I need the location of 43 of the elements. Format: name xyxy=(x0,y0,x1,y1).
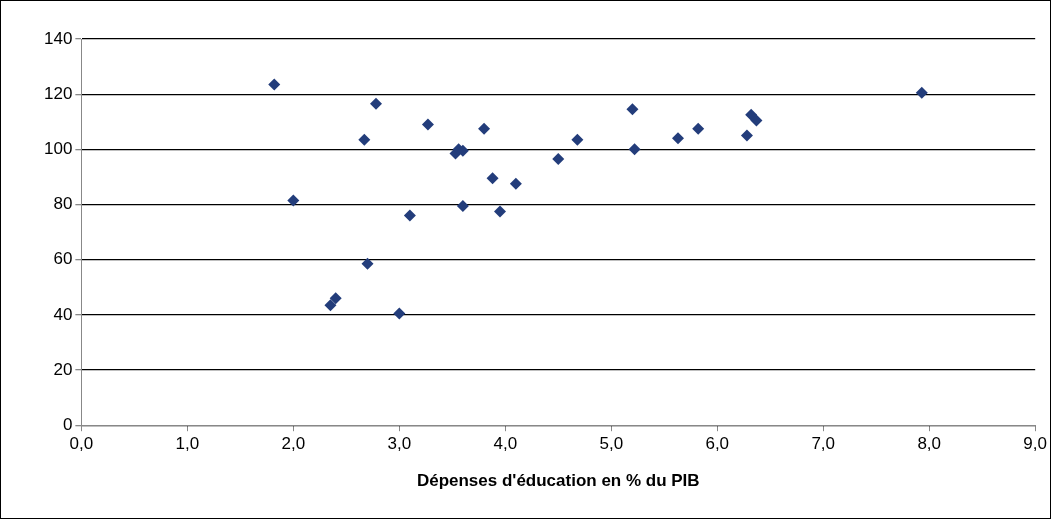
point xyxy=(324,299,337,312)
y-tick-label: 40 xyxy=(53,304,73,324)
x-axis-title: Dépenses d'éducation en % du PIB xyxy=(416,471,700,491)
y-tick-label: 20 xyxy=(53,359,73,379)
point xyxy=(672,132,685,145)
point xyxy=(509,177,522,190)
x-tick-label: 3,0 xyxy=(387,434,412,454)
point xyxy=(393,307,406,320)
point xyxy=(421,118,434,131)
point xyxy=(552,153,565,165)
point xyxy=(369,97,382,110)
point xyxy=(478,122,491,135)
y-tick-label: 60 xyxy=(53,249,73,269)
x-tick-label: 6,0 xyxy=(705,434,730,454)
y-tick-label: 120 xyxy=(43,83,73,103)
x-tick-label: 9,0 xyxy=(1023,434,1047,454)
point xyxy=(456,199,469,212)
point xyxy=(493,205,506,218)
y-tick-label: 140 xyxy=(43,28,73,48)
x-tick-label: 5,0 xyxy=(599,434,624,454)
point xyxy=(361,257,374,270)
point xyxy=(628,143,641,156)
point xyxy=(740,129,753,142)
point xyxy=(268,78,281,91)
point xyxy=(287,194,300,207)
point xyxy=(626,103,639,116)
point xyxy=(358,133,371,146)
x-tick-label: 4,0 xyxy=(493,434,518,454)
x-tick-label: 7,0 xyxy=(811,434,836,454)
x-tick-label: 0,0 xyxy=(69,434,94,454)
x-tick-label: 2,0 xyxy=(281,434,306,454)
point xyxy=(486,172,499,185)
point xyxy=(692,122,705,135)
y-tick-label: 80 xyxy=(53,194,73,214)
y-tick-label: 100 xyxy=(43,139,73,159)
y-tick-label: 0 xyxy=(62,414,73,434)
x-tick-label: 1,0 xyxy=(175,434,200,454)
point xyxy=(403,209,416,222)
point xyxy=(571,133,584,146)
point xyxy=(915,86,928,99)
x-tick-label: 8,0 xyxy=(917,434,942,454)
point xyxy=(329,292,342,305)
point xyxy=(750,114,763,127)
